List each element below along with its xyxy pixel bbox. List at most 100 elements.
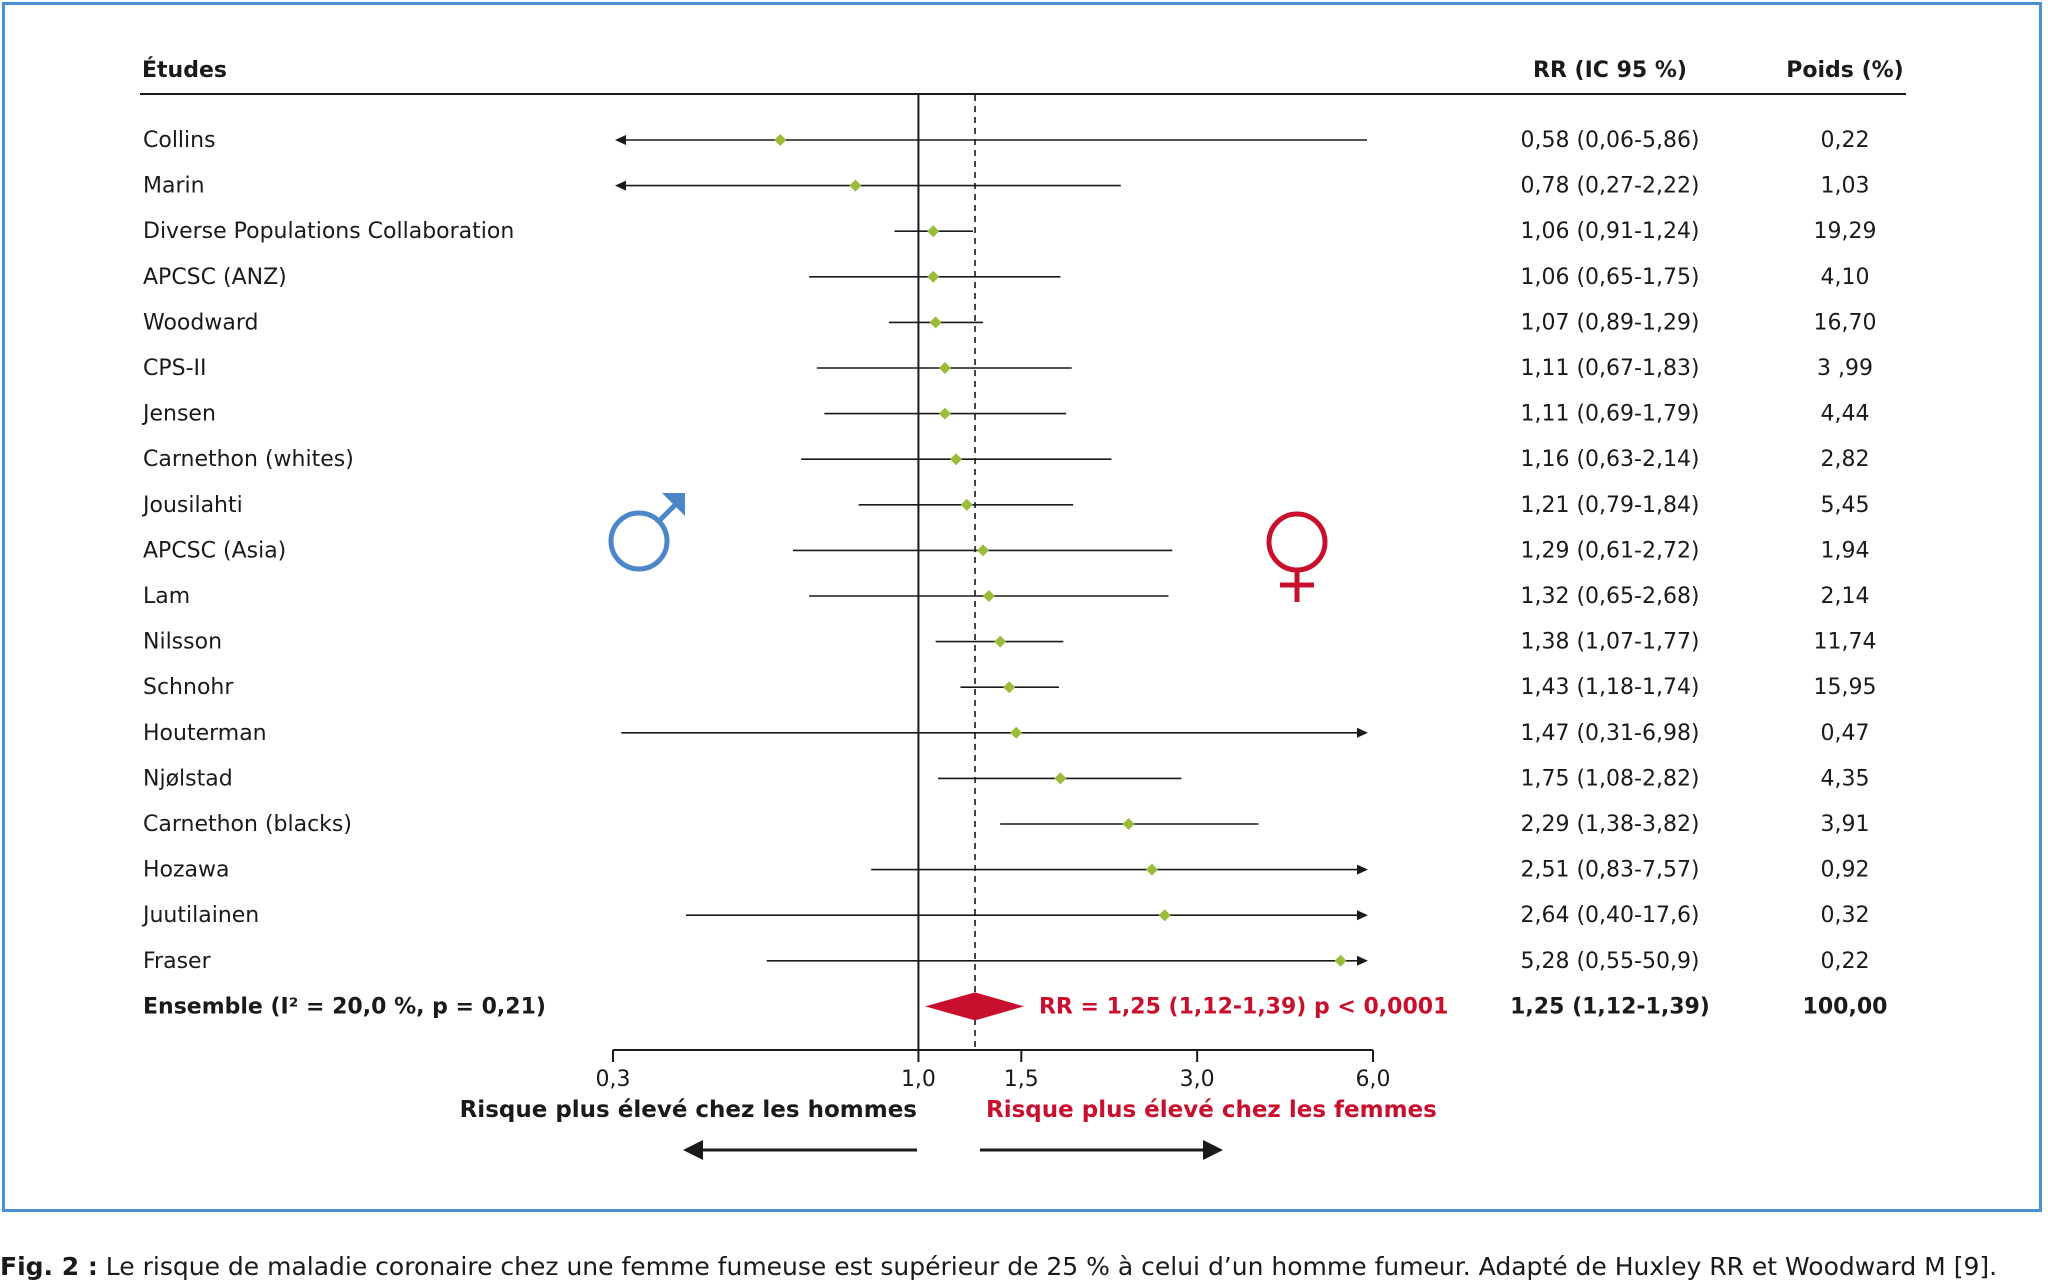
study-name: Jensen: [141, 402, 216, 427]
overall-row: Ensemble (I² = 20,0 %, p = 0,21) RR = 1,2…: [143, 992, 1888, 1021]
overall-name: Ensemble (I² = 20,0 %, p = 0,21): [143, 994, 546, 1019]
study-name: Fraser: [143, 949, 212, 974]
header-weight: Poids (%): [1786, 58, 1903, 83]
study-weight: 0,22: [1821, 128, 1870, 153]
study-weight: 4,35: [1821, 766, 1870, 791]
study-rr: 1,43 (1,18-1,74): [1520, 675, 1699, 700]
study-weight: 3,91: [1821, 812, 1870, 837]
study-row: Woodward 1,07 (0,89-1,29) 16,70: [143, 310, 1876, 335]
study-weight: 2,14: [1821, 584, 1870, 609]
study-row: Jensen 1,11 (0,69-1,79) 4,44: [141, 402, 1869, 427]
overall-weight: 100,00: [1803, 994, 1888, 1019]
study-weight: 15,95: [1814, 675, 1877, 700]
study-row: Jousilahti 1,21 (0,79-1,84) 5,45: [141, 493, 1869, 518]
study-weight: 5,45: [1821, 493, 1870, 518]
study-row: Diverse Populations Collaboration 1,06 (0…: [143, 219, 1876, 244]
study-name: Diverse Populations Collaboration: [143, 219, 514, 244]
female-symbol-icon: [1266, 511, 1328, 602]
study-weight: 0,22: [1821, 949, 1870, 974]
table-header: Études RR (IC 95 %) Poids (%): [140, 57, 1906, 95]
study-weight: 19,29: [1814, 219, 1877, 244]
point-estimate: [1054, 772, 1067, 785]
point-estimate: [938, 407, 951, 420]
study-name: Carnethon (blacks): [143, 812, 352, 837]
study-rr: 1,75 (1,08-2,82): [1520, 766, 1699, 791]
study-name: Marin: [143, 174, 205, 199]
study-rr: 2,51 (0,83-7,57): [1520, 858, 1699, 883]
study-row: Collins 0,58 (0,06-5,86) 0,22: [143, 128, 1869, 153]
study-rr: 0,58 (0,06-5,86): [1520, 128, 1699, 153]
study-row: Carnethon (whites) 1,16 (0,63-2,14) 2,82: [143, 447, 1869, 472]
study-rr: 1,07 (0,89-1,29): [1520, 310, 1699, 335]
study-name: APCSC (ANZ): [143, 265, 287, 290]
x-tick-label: 0,3: [596, 1067, 631, 1092]
point-estimate: [929, 316, 942, 329]
study-name: Juutilainen: [141, 903, 259, 928]
study-rr: 1,29 (0,61-2,72): [1520, 538, 1699, 563]
caption-text: Le risque de maladie coronaire chez une …: [97, 1252, 1998, 1281]
study-row: Lam 1,32 (0,65-2,68) 2,14: [143, 584, 1869, 609]
study-name: Njølstad: [143, 766, 233, 791]
study-row: APCSC (ANZ) 1,06 (0,65-1,75) 4,10: [143, 265, 1869, 290]
study-row: Schnohr 1,43 (1,18-1,74) 15,95: [143, 675, 1876, 700]
study-name: Carnethon (whites): [143, 447, 354, 472]
study-row: Houterman 1,47 (0,31-6,98) 0,47: [143, 721, 1869, 746]
study-row: Fraser 5,28 (0,55-50,9) 0,22: [143, 949, 1869, 974]
x-tick-label: 3,0: [1180, 1067, 1215, 1092]
study-name: CPS-II: [143, 356, 207, 381]
study-name: Houterman: [143, 721, 267, 746]
study-name: Jousilahti: [141, 493, 243, 518]
study-rr: 0,78 (0,27-2,22): [1520, 174, 1699, 199]
point-estimate: [994, 635, 1007, 648]
study-weight: 0,32: [1821, 903, 1870, 928]
male-symbol-icon: [608, 493, 685, 572]
study-rr: 1,11 (0,67-1,83): [1520, 356, 1699, 381]
study-row: Carnethon (blacks) 2,29 (1,38-3,82) 3,91: [143, 812, 1869, 837]
study-weight: 4,44: [1821, 402, 1870, 427]
left-arrow: [683, 1140, 917, 1160]
point-estimate: [1334, 954, 1347, 967]
point-estimate: [1122, 818, 1135, 830]
pooled-diamond: [925, 992, 1024, 1021]
study-row: Nilsson 1,38 (1,07-1,77) 11,74: [143, 630, 1876, 655]
study-name: Schnohr: [143, 675, 234, 700]
right-direction-label: Risque plus élevé chez les femmes: [986, 1097, 1437, 1123]
study-row: CPS-II 1,11 (0,67-1,83) 3 ,99: [143, 356, 1873, 381]
ci-right-arrow: [1357, 955, 1368, 966]
study-name: APCSC (Asia): [143, 538, 286, 563]
figure-caption: Fig. 2 : Le risque de maladie coronaire …: [0, 1252, 1997, 1281]
pooled-label: RR = 1,25 (1,12-1,39) p < 0,0001: [1039, 994, 1448, 1019]
point-estimate: [950, 453, 963, 466]
study-rr: 2,64 (0,40-17,6): [1520, 903, 1699, 928]
ci-right-arrow: [1357, 864, 1368, 875]
study-weight: 11,74: [1814, 630, 1877, 655]
x-tick-label: 1,5: [1004, 1067, 1039, 1092]
x-tick-label: 1,0: [901, 1067, 936, 1092]
ci-right-arrow: [1357, 727, 1368, 738]
study-name: Lam: [143, 584, 190, 609]
study-weight: 0,47: [1821, 721, 1870, 746]
point-estimate: [982, 590, 995, 602]
x-axis: 0,3 1,0 1,5 3,0 6,0: [596, 1049, 1391, 1092]
study-rr: 1,47 (0,31-6,98): [1520, 721, 1699, 746]
study-name: Collins: [143, 128, 216, 153]
study-rr: 1,38 (1,07-1,77): [1520, 630, 1699, 655]
study-row: Marin 0,78 (0,27-2,22) 1,03: [143, 174, 1869, 199]
caption-prefix: Fig. 2 :: [0, 1252, 98, 1281]
point-estimate: [849, 179, 862, 192]
study-name: Hozawa: [143, 858, 230, 883]
study-rr: 1,06 (0,65-1,75): [1520, 265, 1699, 290]
point-estimate: [1158, 909, 1171, 922]
study-row: APCSC (Asia) 1,29 (0,61-2,72) 1,94: [143, 538, 1869, 563]
point-estimate: [927, 225, 940, 238]
ci-left-arrow: [615, 180, 626, 191]
study-name: Nilsson: [143, 630, 222, 655]
study-weight: 1,94: [1821, 538, 1870, 563]
header-studies: Études: [142, 57, 227, 83]
ci-left-arrow: [615, 135, 626, 145]
study-rr: 2,29 (1,38-3,82): [1520, 812, 1699, 837]
study-weight: 4,10: [1821, 265, 1870, 290]
study-rr: 1,21 (0,79-1,84): [1520, 493, 1699, 518]
x-tick-label: 6,0: [1356, 1067, 1391, 1092]
direction-labels: Risque plus élevé chez les hommes Risque…: [460, 1097, 1437, 1160]
